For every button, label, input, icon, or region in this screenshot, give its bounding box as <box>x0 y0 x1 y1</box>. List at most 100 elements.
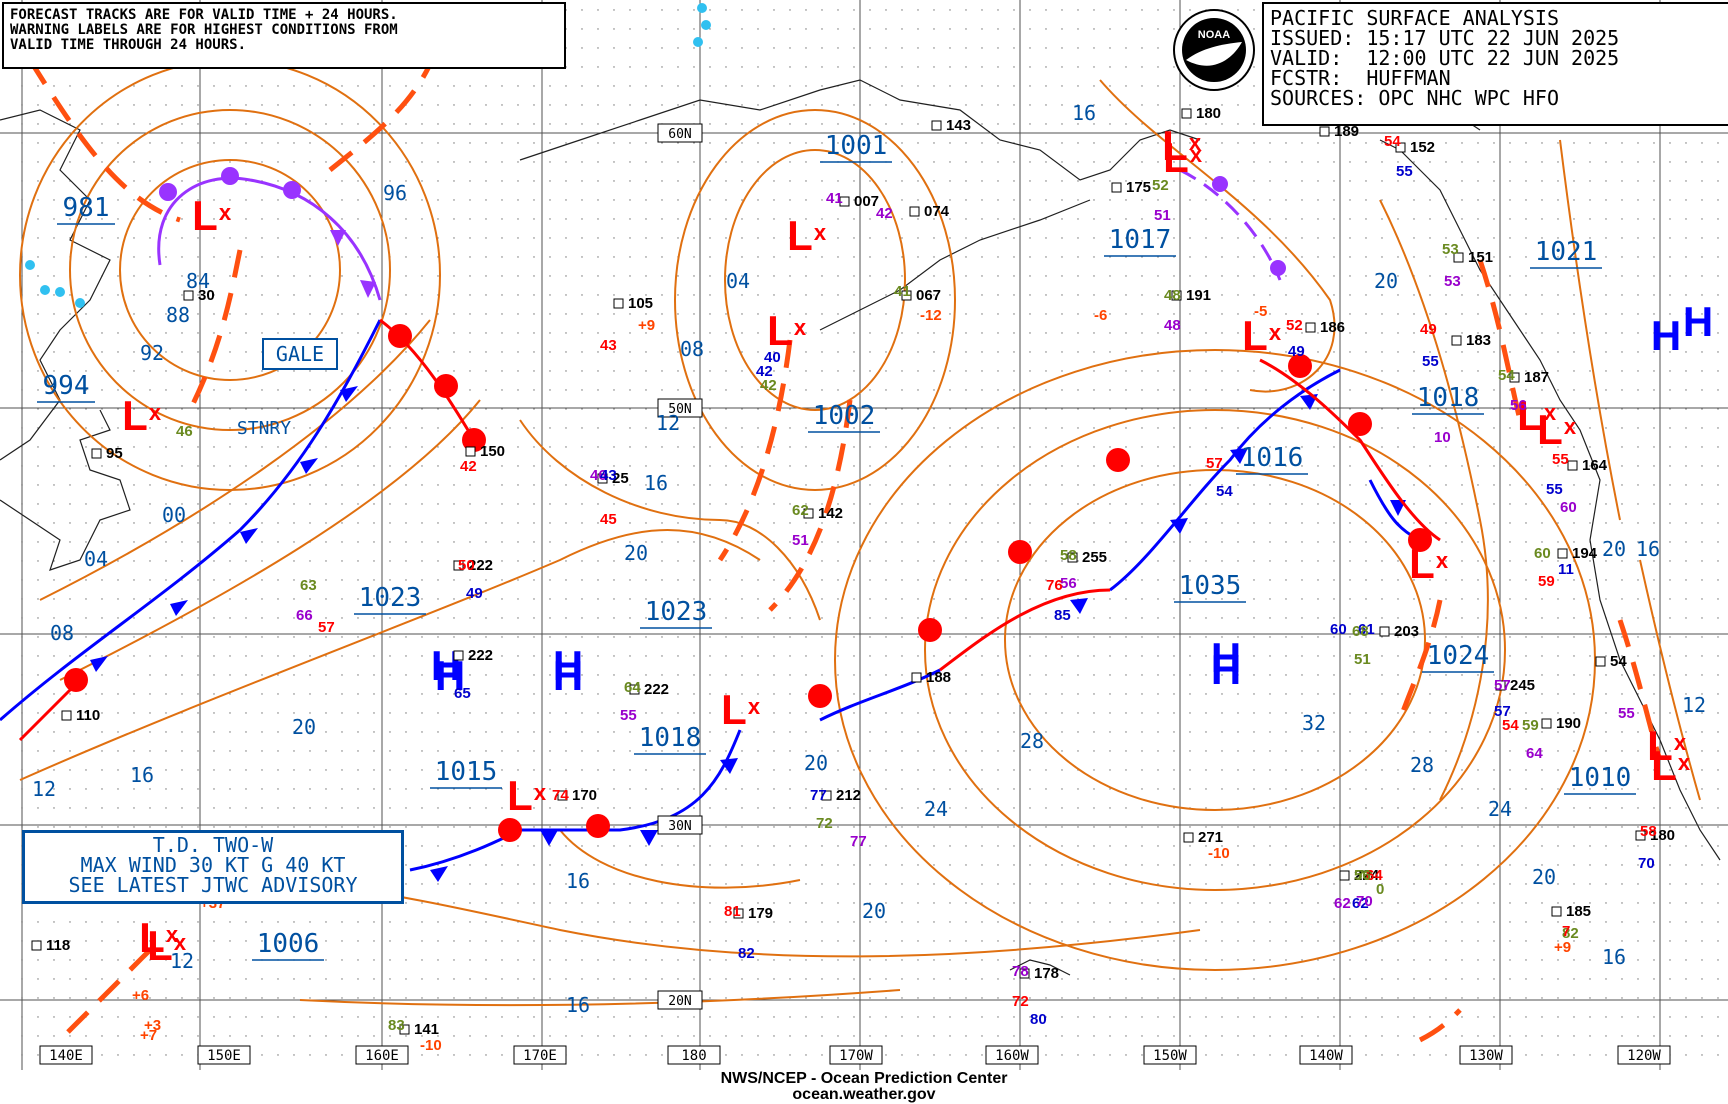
longitude-label-box <box>1143 1045 1197 1065</box>
station-observation: -12 <box>920 307 942 324</box>
longitude-label-box <box>829 1045 883 1065</box>
longitude-label: 140E <box>49 1048 83 1064</box>
isobars <box>19 59 1701 1007</box>
station-value: 180 <box>1196 105 1221 122</box>
station-value: 82 <box>1562 925 1579 942</box>
station-value: 95 <box>106 445 123 462</box>
station-value: 25 <box>612 470 629 487</box>
isobar-label: 12 <box>170 949 194 973</box>
station-value: -10 <box>420 1037 442 1054</box>
station-value: 222 <box>468 647 493 664</box>
station-observation: 190 <box>1541 715 1581 732</box>
station-value: 180 <box>1650 827 1675 844</box>
station-observation: 42 <box>460 458 477 475</box>
low-symbol: L <box>767 307 793 354</box>
station-observation: 51 <box>1154 207 1171 224</box>
low-center-mark: x <box>534 780 547 805</box>
station-value: 72 <box>1356 867 1373 884</box>
station-observation: 52 <box>1286 317 1303 334</box>
station-value: 54 <box>1498 367 1515 384</box>
low-symbol: L <box>1409 540 1435 587</box>
station-value: 141 <box>414 1021 439 1038</box>
station-observation: 51 <box>792 532 809 549</box>
low-pressure-center: 1001 L x <box>787 131 892 259</box>
station-observation: 179 <box>733 905 773 922</box>
gale-warning-label: GALE <box>262 338 338 370</box>
footer-url: ocean.weather.gov <box>792 1086 936 1103</box>
station-value: 61 <box>1358 621 1375 638</box>
station-value: 78 <box>1012 963 1029 980</box>
station-observation: -10 <box>420 1037 442 1054</box>
station-observation: 7 <box>1562 923 1570 940</box>
longitude-label: 130W <box>1469 1048 1503 1064</box>
station-observation: 245 <box>1495 677 1535 694</box>
low-pressure-center: 1006 L x <box>139 914 324 961</box>
station-value: 82 <box>738 945 755 962</box>
high-symbol-marker: H <box>1651 312 1681 359</box>
isobar-label: 88 <box>166 303 190 327</box>
low-center-mark: x <box>1189 130 1202 155</box>
longitude-label: 120W <box>1627 1048 1661 1064</box>
low-symbol: L <box>1651 742 1677 789</box>
station-value: 222 <box>468 557 493 574</box>
station-observation: 54 <box>1216 483 1233 500</box>
station-observation: 77 <box>850 833 867 850</box>
station-observation: 30 <box>183 287 215 304</box>
center-pressure-value: 1015 <box>435 757 498 787</box>
station-value: 11 <box>1558 561 1574 578</box>
longitude-label-box <box>667 1045 721 1065</box>
station-observation: 51 <box>1354 651 1371 668</box>
isobar-label: 04 <box>726 269 750 293</box>
station-observation: 78 <box>1012 963 1029 980</box>
station-observation: 70 <box>1638 855 1655 872</box>
station-value: 62 <box>792 502 809 519</box>
isobar-label: 16 <box>644 471 668 495</box>
title-box: PACIFIC SURFACE ANALYSIS ISSUED: 15:17 U… <box>1262 2 1728 126</box>
station-value: 74 <box>552 787 569 804</box>
station-observation: 60 <box>1534 545 1551 562</box>
station-observation: 180 <box>1635 827 1675 844</box>
low-symbol: L <box>1537 406 1563 453</box>
station-value: 074 <box>924 203 950 220</box>
center-pressure-value: 1018 <box>639 723 702 753</box>
station-value: 194 <box>1572 545 1598 562</box>
station-observation: 57 <box>1206 455 1223 472</box>
station-observation: 222 <box>629 681 669 698</box>
latitude-label: 50N <box>668 402 691 417</box>
major-grid <box>0 0 1728 1070</box>
station-observation: 54 <box>1498 367 1515 384</box>
station-observation: -10 <box>1208 845 1230 862</box>
isobar-label: 08 <box>50 621 74 645</box>
station-observation: 224 <box>1339 867 1380 884</box>
station-value: 43 <box>600 467 617 484</box>
station-value: 58 <box>1060 547 1077 564</box>
station-observation: 74 <box>552 787 569 804</box>
station-value: 57 <box>1494 677 1511 694</box>
station-observation: 64 <box>624 679 641 696</box>
sources: SOURCES: OPC NHC WPC HFO <box>1270 86 1559 110</box>
high-symbol: H <box>1211 634 1241 681</box>
low-symbol: L <box>1242 312 1268 359</box>
station-value: 51 <box>792 532 809 549</box>
longitude-label: 150E <box>207 1048 241 1064</box>
station-observation: 49 <box>1288 343 1305 360</box>
station-value: 68 <box>1352 623 1369 640</box>
station-value: +6 <box>132 987 149 1004</box>
station-value: 60 <box>1534 545 1551 562</box>
low-center-mark: x <box>1544 400 1557 425</box>
station-value: 64 <box>624 679 641 696</box>
longitude-label-box <box>39 1045 93 1065</box>
station-value: 48 <box>1164 287 1181 304</box>
isobar-label: 00 <box>162 503 186 527</box>
station-observation: 72 <box>1356 867 1373 884</box>
low-center-mark: x <box>1190 142 1203 167</box>
longitude-label: 170E <box>523 1048 557 1064</box>
low-pressure-center: 1010 L x <box>1564 722 1687 795</box>
valid-time: VALID: 12:00 UTC 22 JUN 2025 <box>1270 46 1620 70</box>
center-pressure-value: 1021 <box>1535 237 1598 267</box>
center-pressure-value: 981 <box>63 193 110 223</box>
station-value: 48 <box>1164 317 1181 334</box>
longitude-label-box <box>1459 1045 1513 1065</box>
isobar-label: 16 <box>566 869 590 893</box>
